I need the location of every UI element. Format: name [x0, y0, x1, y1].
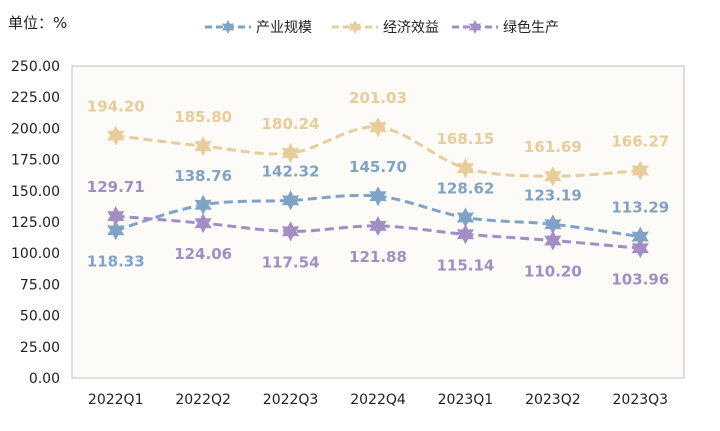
y-axis: 0.00 25.00 50.00 75.00 100.00 125.00 150.00 175…: [11, 59, 60, 387]
data-label: 194.20: [87, 98, 145, 116]
data-point: [107, 125, 125, 146]
data-point: [544, 230, 562, 251]
y-tick-label: 150.00: [11, 184, 60, 200]
data-label: 124.06: [174, 245, 232, 263]
legend-label: 绿色生产: [503, 19, 559, 36]
y-tick-label: 0.00: [29, 371, 60, 387]
legend-item: 绿色生产: [452, 19, 559, 36]
unit-label: 单位：%: [8, 14, 67, 32]
data-point: [369, 186, 387, 207]
legend-marker: [348, 20, 362, 34]
y-tick-label: 125.00: [11, 215, 60, 231]
y-tick-label: 100.00: [11, 246, 60, 262]
legend-marker: [221, 20, 235, 34]
data-label: 166.27: [611, 132, 669, 150]
data-point: [369, 117, 387, 138]
data-point: [194, 194, 212, 215]
data-label: 161.69: [524, 138, 582, 156]
x-tick-label: 2023Q1: [438, 392, 494, 408]
data-label: 142.32: [262, 162, 320, 180]
data-point: [631, 160, 649, 181]
y-tick-label: 75.00: [20, 277, 60, 293]
data-label: 168.15: [436, 130, 494, 148]
data-label: 123.19: [524, 186, 582, 204]
legend: 产业规模 经济效益 绿色生产: [205, 19, 559, 36]
legend-label: 经济效益: [383, 20, 439, 36]
x-tick-label: 2022Q3: [263, 392, 319, 408]
data-label: 128.62: [436, 179, 494, 197]
data-point: [456, 158, 475, 179]
legend-marker: [468, 20, 482, 34]
data-point: [631, 226, 649, 247]
data-label: 117.54: [262, 253, 320, 271]
data-label: 145.70: [349, 158, 407, 176]
y-tick-label: 225.00: [11, 90, 60, 106]
data-point: [544, 214, 562, 235]
data-label: 129.71: [87, 178, 145, 196]
data-point: [194, 213, 212, 234]
data-point: [281, 190, 300, 211]
y-tick-label: 50.00: [20, 309, 60, 325]
x-tick-label: 2022Q1: [88, 392, 144, 408]
data-label: 185.80: [174, 108, 232, 126]
legend-item: 经济效益: [332, 20, 439, 36]
series-layer: [107, 117, 649, 259]
legend-item: 产业规模: [205, 20, 312, 36]
data-point: [456, 224, 475, 245]
data-label: 115.14: [436, 256, 494, 274]
data-label: 113.29: [611, 199, 669, 217]
data-point: [456, 207, 475, 228]
data-point: [107, 206, 125, 227]
data-label: 201.03: [349, 89, 407, 107]
y-tick-label: 250.00: [11, 59, 60, 75]
data-point: [281, 143, 300, 164]
x-tick-label: 2022Q4: [350, 392, 406, 408]
y-tick-label: 25.00: [20, 340, 60, 356]
data-label: 180.24: [262, 115, 320, 133]
x-tick-label: 2022Q2: [175, 392, 231, 408]
data-label: 138.76: [174, 167, 232, 185]
data-point: [194, 136, 212, 157]
data-label: 110.20: [524, 262, 582, 280]
data-point: [369, 215, 387, 236]
data-label: 121.88: [349, 248, 407, 266]
legend-label: 产业规模: [256, 20, 312, 36]
data-label: 118.33: [87, 252, 145, 270]
data-point: [107, 220, 125, 241]
y-tick-label: 200.00: [11, 121, 60, 137]
y-tick-label: 175.00: [11, 153, 60, 169]
x-tick-label: 2023Q3: [613, 392, 669, 408]
data-label: 103.96: [611, 270, 669, 288]
data-labels: 118.33 138.76 142.32 145.70 128.62 123.19 113.…: [87, 89, 669, 288]
data-point: [631, 238, 649, 259]
x-tick-label: 2023Q2: [525, 392, 581, 408]
x-axis: 2022Q1 2022Q2 2022Q3 2022Q4 2023Q1 2023Q2 2023…: [88, 392, 668, 408]
data-point: [544, 166, 562, 187]
data-point: [281, 221, 300, 242]
